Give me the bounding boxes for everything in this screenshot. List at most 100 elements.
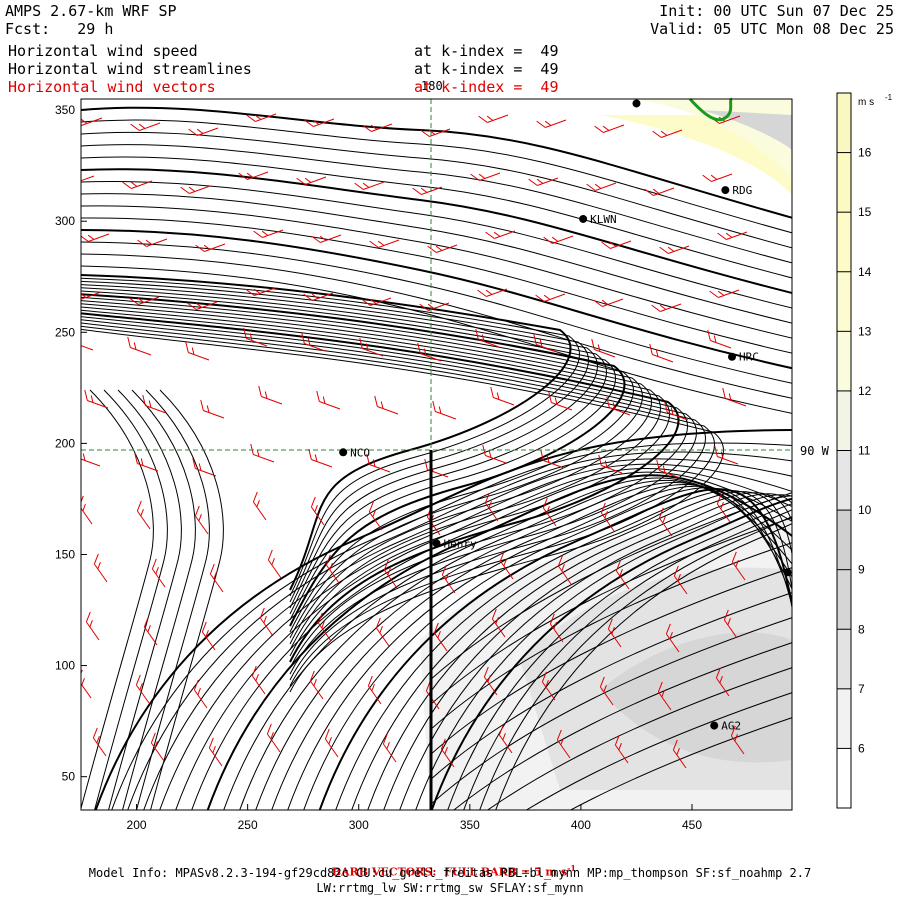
streamline xyxy=(94,429,792,810)
barb-legend: BARB VECTORS: FULL BARB = 5 m s-1 xyxy=(331,863,576,879)
wind-barb xyxy=(536,119,567,128)
streamline xyxy=(351,491,792,810)
streamline xyxy=(495,523,792,810)
wind-barb xyxy=(317,612,332,642)
wind-barb xyxy=(615,560,630,590)
wind-barb xyxy=(656,459,681,479)
streamline xyxy=(399,494,792,810)
colorbar-unit-exp: -1 xyxy=(885,93,893,102)
wind-barb xyxy=(250,443,275,463)
streamline xyxy=(81,180,792,309)
wind-barb xyxy=(556,729,571,759)
colorbar-segment xyxy=(837,629,851,689)
wind-barb xyxy=(491,608,506,638)
streamline xyxy=(81,316,688,669)
wind-barb xyxy=(533,333,558,353)
colorbar-segment xyxy=(837,152,851,213)
wind-barb xyxy=(253,229,284,238)
streamline xyxy=(81,277,580,597)
station-label: AG2 xyxy=(721,720,741,733)
y-tick-label: 300 xyxy=(55,214,75,228)
x-tick-label: 250 xyxy=(238,818,258,832)
streamline xyxy=(81,265,792,414)
wind-barb xyxy=(135,674,150,704)
colorbar-label: 16 xyxy=(858,146,872,160)
wind-barb xyxy=(709,289,740,298)
valid-time: Valid: 05 UTC Mon 08 Dec 25 xyxy=(650,20,894,38)
wind-barb xyxy=(433,622,448,652)
wind-barb xyxy=(359,337,384,357)
x-tick-label: 450 xyxy=(682,818,702,832)
wind-barb xyxy=(484,492,499,522)
streamline xyxy=(81,319,697,675)
wind-barb xyxy=(187,301,218,310)
wind-barb xyxy=(598,454,623,474)
wind-barb xyxy=(644,187,675,196)
shade-grey-ne xyxy=(700,110,792,150)
streamline xyxy=(81,217,792,354)
wind-barb xyxy=(427,244,458,253)
colorbar-segment xyxy=(837,331,851,391)
field-name-speed: Horizontal wind speed xyxy=(8,42,198,60)
map-overlay: 180 90 W RDG KLWN HRC NCO Henry AG2 xyxy=(81,79,830,810)
colorbar-segment xyxy=(837,390,851,451)
wind-barbs xyxy=(81,113,748,769)
streamline xyxy=(383,493,792,810)
wind-barb xyxy=(382,733,397,763)
wind-barb xyxy=(594,124,625,133)
wind-barb xyxy=(304,118,335,127)
station-marker xyxy=(432,539,441,548)
station-marker xyxy=(710,721,719,730)
streamline xyxy=(287,485,792,810)
wind-barb xyxy=(92,727,107,757)
wind-barb xyxy=(557,555,572,585)
wind-barb xyxy=(324,728,339,758)
streamline xyxy=(143,458,792,810)
streamline xyxy=(127,451,792,810)
streamline xyxy=(415,495,792,810)
wind-barb xyxy=(541,671,556,701)
station-marker xyxy=(339,448,348,457)
colorbar-unit: m s xyxy=(858,97,874,108)
streamline xyxy=(81,284,598,609)
station-marker xyxy=(632,99,641,108)
wind-barb xyxy=(258,385,283,405)
field-name-streamlines: Horizontal wind streamlines xyxy=(8,60,252,78)
streamline xyxy=(81,193,792,324)
station-label: RDG xyxy=(732,184,752,197)
wind-barb xyxy=(367,675,382,705)
wind-barb xyxy=(657,681,672,711)
wind-barb xyxy=(607,618,622,648)
wind-barb xyxy=(296,176,327,185)
streamline xyxy=(429,567,792,756)
wind-barb xyxy=(707,329,732,349)
wind-barb xyxy=(243,327,268,347)
station-marker xyxy=(579,214,588,223)
field-level-speed: at k-index = 49 xyxy=(414,42,559,60)
wind-barb xyxy=(498,724,513,754)
streamline xyxy=(429,542,792,731)
wind-barb xyxy=(368,501,383,531)
x-tick-label: 300 xyxy=(349,818,369,832)
wind-barb xyxy=(362,123,393,132)
meridian-label: 180 xyxy=(421,79,443,93)
wind-barb xyxy=(93,553,108,583)
streamline xyxy=(271,483,792,810)
model-info: Model Info: MPASv8.2.3-194-gf29cd82c CU:… xyxy=(88,866,812,880)
physics-info: LW:rrtmg_lw SW:rrtmg_sw SFLAY:sf_mynn xyxy=(316,881,584,895)
streamline xyxy=(81,312,680,663)
forecast-hour: Fcst: 29 h xyxy=(5,20,114,38)
station-label: NCO xyxy=(350,446,370,459)
colorbar-segment xyxy=(837,93,851,153)
wind-barb xyxy=(238,171,269,180)
wind-barb xyxy=(601,240,632,249)
wind-barb xyxy=(374,395,399,415)
wind-barb xyxy=(599,676,614,706)
wind-barb xyxy=(535,293,566,302)
wind-barb xyxy=(251,665,266,695)
wind-barb xyxy=(142,394,167,414)
wind-barb xyxy=(81,342,94,351)
wind-barb xyxy=(499,550,514,580)
streamline xyxy=(429,592,792,781)
wind-barb xyxy=(303,292,334,301)
